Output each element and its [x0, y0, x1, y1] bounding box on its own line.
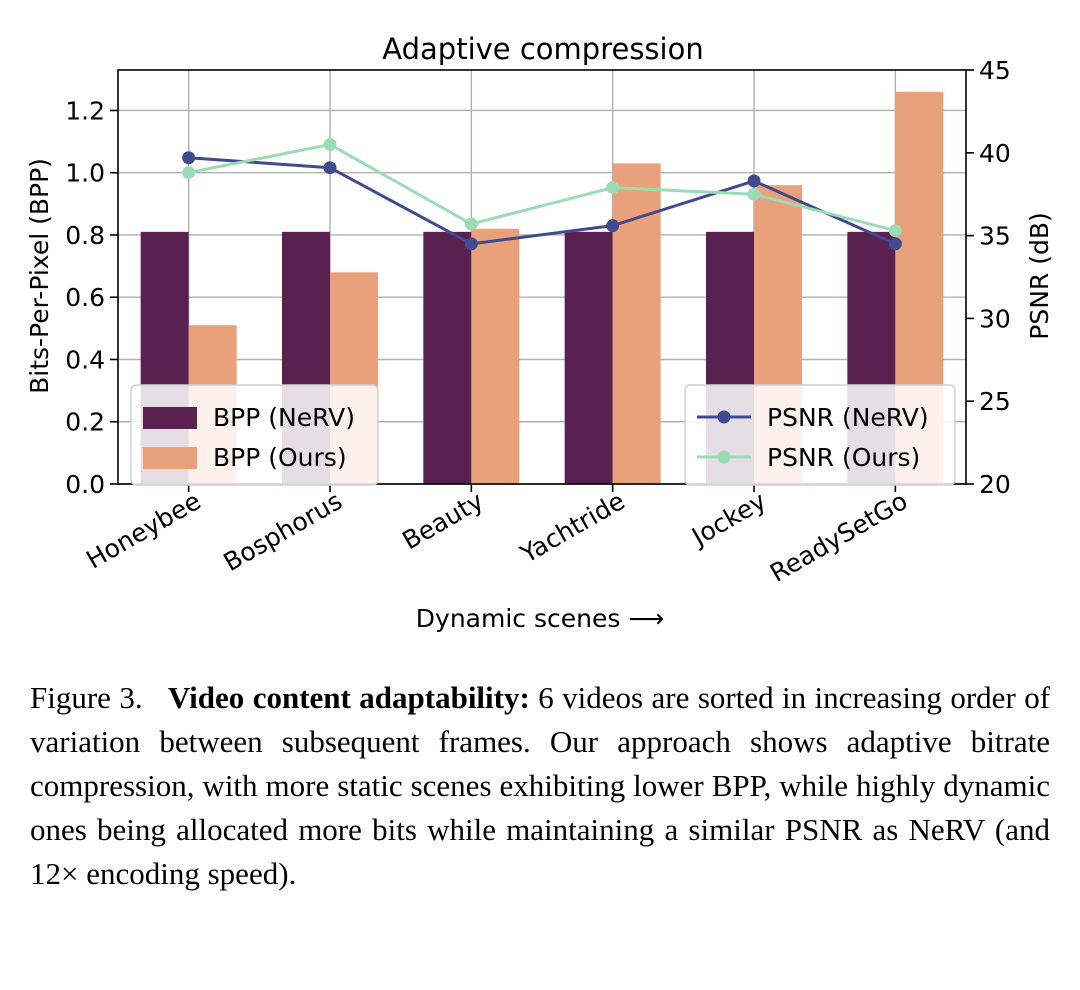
chart-title: Adaptive compression	[382, 32, 703, 66]
y-tick-label: 1.2	[65, 96, 105, 125]
y-tick-label: 0.8	[65, 221, 105, 250]
y-tick-label: 1.0	[65, 159, 105, 188]
caption-text: 6 videos are sorted in increasing order …	[30, 680, 1051, 891]
y2-tick-label: 45	[979, 56, 1011, 85]
data-point	[323, 138, 337, 152]
y-tick-label: 0.6	[65, 283, 105, 312]
legend-marker	[717, 410, 731, 424]
data-point	[747, 187, 761, 201]
x-tick-label: Yachtride	[515, 486, 630, 569]
data-point	[182, 151, 196, 165]
legend-swatch	[143, 407, 197, 429]
data-point	[464, 237, 478, 251]
caption-heading: Video content adaptability:	[167, 680, 530, 715]
y2-tick-label: 35	[979, 222, 1011, 251]
y-tick-label: 0.2	[65, 408, 105, 437]
x-tick-label: Jockey	[685, 486, 771, 552]
plot-frame	[117, 69, 967, 485]
figure-caption: Figure 3. Video content adaptability: 6 …	[30, 676, 1050, 896]
line-layer	[182, 138, 902, 251]
y2-axis-title: PSNR (dB)	[1025, 212, 1054, 340]
x-tick-label: Beauty	[397, 486, 488, 555]
legend-marker	[717, 450, 731, 464]
y-tick-label: 0.0	[65, 470, 105, 499]
bar	[564, 231, 613, 484]
x-tick-label: ReadySetGo	[765, 486, 912, 588]
data-point	[888, 224, 902, 238]
y-tick-label: 0.4	[65, 345, 105, 374]
legend-label: BPP (Ours)	[213, 443, 347, 472]
series-line	[188, 156, 896, 246]
legend-label: BPP (NeRV)	[213, 403, 355, 432]
y2-tick-label: 20	[979, 470, 1011, 499]
legend-box	[684, 384, 956, 486]
y2-tick-label: 30	[979, 304, 1011, 333]
bar	[423, 231, 472, 484]
y2-tick-label: 40	[979, 139, 1011, 168]
caption-label: Figure 3.	[30, 680, 143, 715]
series-line	[188, 142, 896, 233]
y2-tick-label: 25	[979, 387, 1011, 416]
data-point	[888, 237, 902, 251]
data-point	[606, 181, 620, 195]
legend-swatch	[143, 447, 197, 469]
x-tick-label: Honeybee	[81, 486, 205, 574]
chart-figure: 0.0 0.2 0.4 0.6 0.8 1.0 1.2 20 25 30 35 40 45 Honeybe…	[25, 32, 1054, 633]
x-axis-title: Dynamic scenes ⟶	[416, 604, 664, 633]
x-tick-label: Bosphorus	[218, 486, 347, 577]
legend-label: PSNR (NeRV)	[767, 403, 929, 432]
y-axis-title: Bits-Per-Pixel (BPP)	[25, 158, 54, 394]
bar	[471, 228, 520, 484]
data-point	[464, 217, 478, 231]
data-point	[747, 174, 761, 188]
data-point	[323, 161, 337, 175]
chart-svg: 0.0 0.2 0.4 0.6 0.8 1.0 1.2 20 25 30 35 40 45 Honeybe…	[25, 32, 1054, 633]
data-point	[182, 166, 196, 180]
legend-label: PSNR (Ours)	[767, 443, 920, 472]
legend-layer: BPP (NeRV) BPP (Ours) PSNR (NeRV) PSNR (Our…	[130, 384, 956, 486]
data-point	[606, 219, 620, 233]
